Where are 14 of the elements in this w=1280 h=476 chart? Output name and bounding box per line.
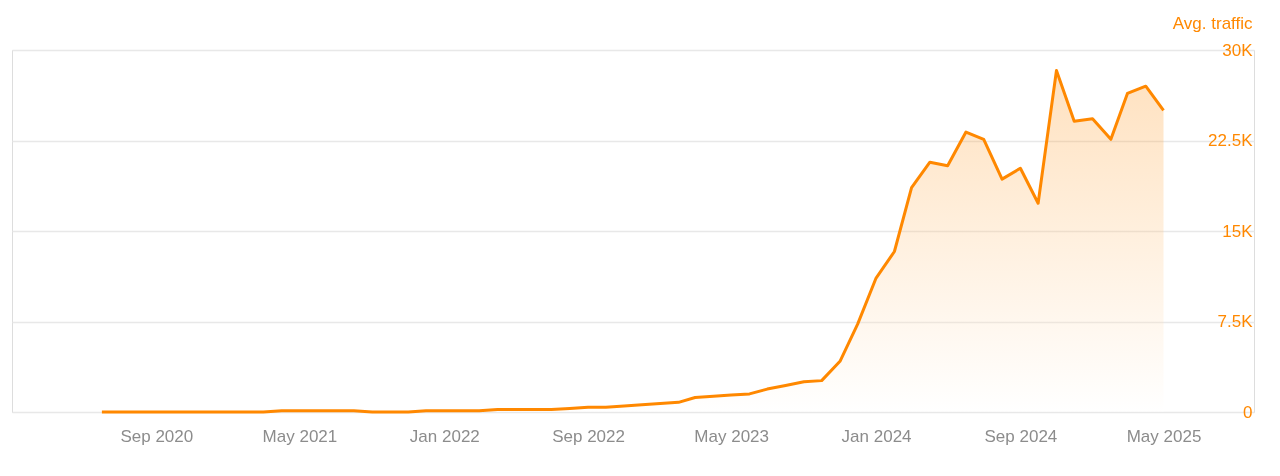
y-tick-label: 30K [1222,40,1254,60]
y-tick-label: 15K [1222,221,1254,241]
x-tick-label: Sep 2020 [120,426,194,446]
x-tick-label: May 2025 [1126,426,1202,446]
x-tick-label: Jan 2024 [841,426,912,446]
x-tick-label: Jan 2022 [409,426,480,446]
y-tick-label: 22.5K [1208,131,1254,150]
x-tick-label: Sep 2024 [984,426,1058,446]
x-tick-label: May 2021 [262,426,338,446]
y-axis-title: Avg. traffic [1172,13,1253,33]
x-tick-label: May 2023 [694,426,770,446]
y-tick-label: 0 [1243,402,1253,422]
y-tick-label: 7.5K [1217,312,1254,331]
x-tick-label: Sep 2022 [552,426,625,446]
